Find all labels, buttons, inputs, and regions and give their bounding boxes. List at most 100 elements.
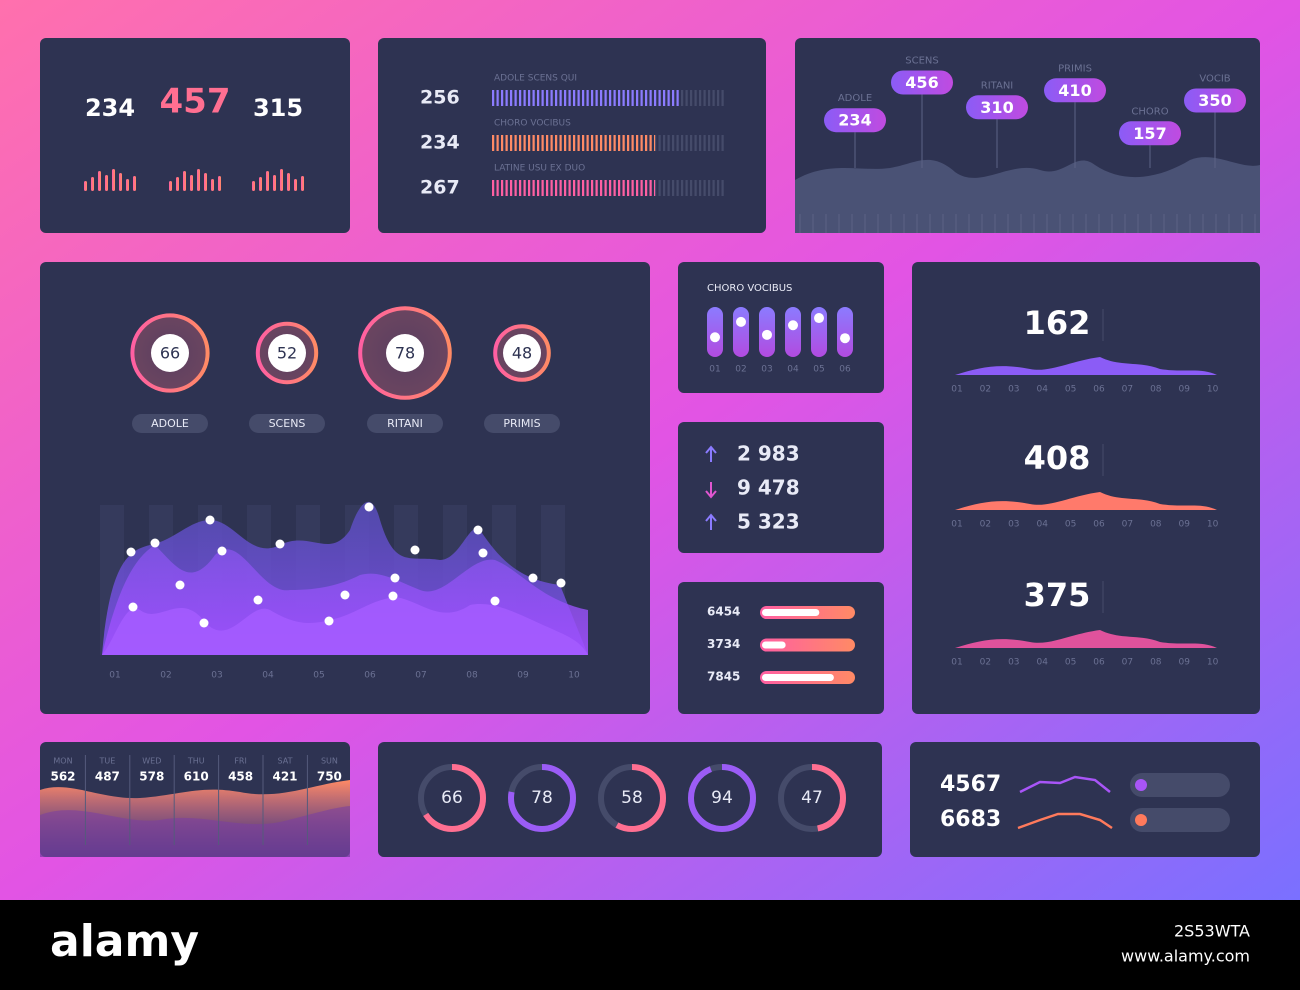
bar-fill [762, 641, 786, 649]
progress-fill [492, 180, 656, 196]
footer-brand: alamy [50, 916, 199, 967]
x-label: 03 [1008, 658, 1019, 668]
x-label: 10 [1207, 520, 1219, 530]
badge-label: VOCIB [1199, 74, 1230, 85]
footer-image-id: 2S53WTA [1174, 922, 1250, 941]
x-label: 05 [1065, 385, 1076, 395]
dot [528, 573, 538, 583]
spark-bar [259, 177, 262, 191]
dot [150, 538, 160, 548]
wave [955, 492, 1217, 510]
x-label: 08 [1150, 520, 1162, 530]
bar-fill [762, 674, 834, 681]
row-value: 234 [420, 132, 460, 154]
wave-value: 375 [1024, 576, 1091, 614]
donut-value: 58 [621, 788, 643, 808]
x-label: 09 [1178, 385, 1190, 395]
panel [678, 262, 884, 393]
spark-bar [287, 173, 290, 191]
wave-value: 162 [1024, 304, 1091, 342]
spark-bar [169, 181, 172, 191]
spark-bar [190, 175, 193, 191]
badge [1044, 78, 1106, 103]
spark-bar [273, 175, 276, 191]
x-label: 05 [1065, 520, 1076, 530]
spark-bar [126, 179, 129, 191]
x-label: 07 [1122, 385, 1133, 395]
donut-arc [508, 764, 576, 832]
x-label: 05 [1065, 658, 1076, 668]
x-label: 04 [1036, 520, 1048, 530]
dot [205, 515, 215, 525]
bar-fill [762, 609, 820, 616]
dot [175, 580, 185, 590]
day-value: 562 [50, 770, 75, 784]
wave-area [795, 157, 1260, 233]
x-label: 01 [951, 658, 962, 668]
day-label: THU [187, 757, 205, 766]
dot [128, 602, 138, 612]
spark-bar [197, 169, 200, 191]
x-label: 06 [1093, 658, 1105, 668]
slider-knob [762, 329, 772, 340]
bar-value: 7845 [707, 670, 740, 684]
dot [324, 616, 334, 626]
wave [955, 357, 1217, 375]
x-label: 02 [980, 520, 991, 530]
spark-bar [84, 181, 87, 191]
spark-bar [119, 173, 122, 191]
gauge-label-pill [132, 414, 208, 433]
wave-value: 408 [1024, 439, 1091, 477]
trend-value: 9 478 [737, 476, 800, 500]
badge-label: RITANI [981, 80, 1014, 91]
x-label: 10 [568, 671, 580, 681]
day-label: MON [53, 757, 72, 766]
x-label: 08 [1150, 658, 1162, 668]
row-value: 267 [420, 177, 460, 199]
panel [40, 38, 350, 233]
day-label: TUE [99, 757, 116, 766]
spark-bar [280, 169, 283, 191]
slider-label: 06 [839, 365, 851, 375]
x-label: 06 [364, 671, 376, 681]
gauge-core [268, 334, 306, 372]
spark-bar [112, 169, 115, 191]
stat-value: 315 [253, 94, 303, 122]
badge [1184, 88, 1246, 113]
progress-fill [492, 135, 656, 151]
dot [253, 595, 263, 605]
x-label: 04 [1036, 658, 1048, 668]
badge-value: 310 [980, 98, 1013, 117]
spark-bar [218, 176, 221, 191]
dot [490, 596, 500, 606]
badge [891, 70, 953, 95]
badge-value: 157 [1133, 124, 1166, 143]
slider-knob [736, 316, 746, 327]
gauge-value: 52 [277, 344, 297, 363]
day-label: WED [142, 757, 161, 766]
donut-arc [418, 764, 486, 832]
donut-arc [688, 764, 756, 832]
gauge-value: 66 [160, 344, 180, 363]
spark-bar [294, 179, 297, 191]
slider-knob [710, 332, 720, 343]
slider-label: 01 [709, 365, 720, 375]
slider-knob [814, 313, 824, 324]
x-label: 07 [1122, 658, 1133, 668]
area-front [102, 597, 588, 655]
panel-title: CHORO VOCIBUS [707, 283, 792, 294]
x-label: 08 [466, 671, 478, 681]
wave [955, 630, 1217, 648]
day-value: 487 [95, 770, 120, 784]
mini-line [1019, 775, 1111, 794]
stat-value: 457 [160, 82, 231, 122]
day-value: 750 [317, 770, 342, 784]
gauge-label-pill [249, 414, 325, 433]
day-label: SUN [321, 757, 338, 766]
day-value: 578 [139, 770, 164, 784]
day-label: FRI [234, 757, 247, 766]
bar-track [760, 638, 855, 652]
slider-knob [788, 320, 798, 331]
line-value: 4567 [940, 772, 1001, 797]
